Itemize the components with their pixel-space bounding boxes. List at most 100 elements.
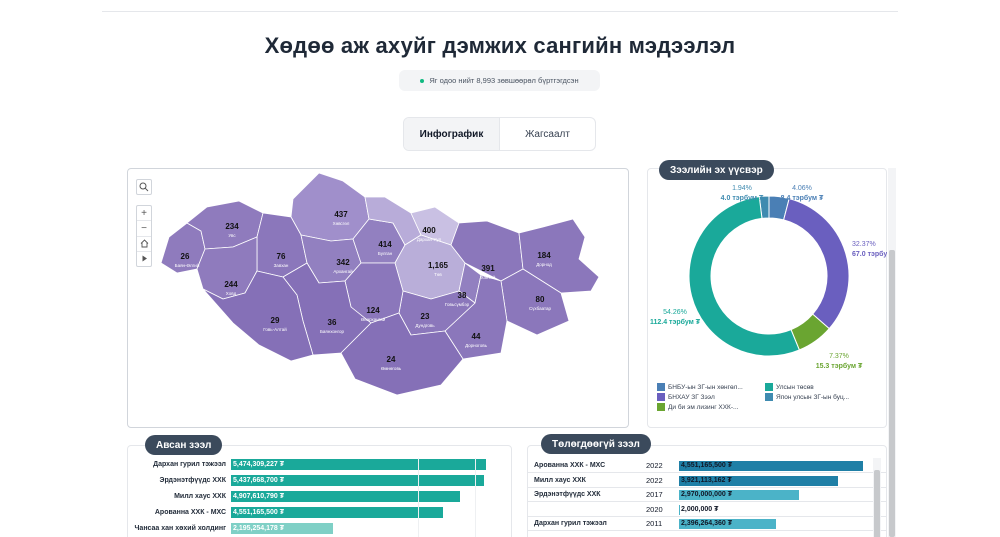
map-region-omnogovi[interactable] [340, 312, 464, 396]
map-name-dornogovi: Дорноговь [465, 343, 488, 348]
unpaid-amount: 4,551,165,500 ₮ [681, 462, 732, 469]
loan-row[interactable]: Эрдэнэтфүүдс ХХК 5,437,668,700 ₮ [128, 474, 511, 487]
grid-line [418, 458, 419, 537]
map-count-arkhangai: 342 [336, 258, 350, 267]
legend-label: Япон улсын ЗГ-ын буц... [776, 393, 850, 401]
map-region-govi-altai[interactable] [202, 270, 314, 362]
unpaid-loans-title: Төлөгдөөгүй зээл [541, 434, 651, 454]
loan-source-legend: БНБУ-ын ЗГ-ын хөнгөл... Улсын төсөв БНХА… [657, 383, 872, 411]
legend-label: БНХАУ ЗГ Зээл [668, 393, 715, 401]
loan-company-name: Арованна ХХК - МХС [154, 509, 226, 516]
unpaid-company-name: Милл хаус ХХК [534, 476, 586, 484]
zoom-out-button[interactable]: − [137, 221, 151, 237]
map-search-button[interactable] [136, 179, 152, 195]
loans-taken-title: Авсан зээл [145, 435, 223, 455]
map-name-sukhbaatar: Сүхбаатар [529, 306, 552, 311]
loan-bar[interactable] [231, 475, 485, 486]
map-name-bayan-olgii: Баян-Өлгий [175, 262, 200, 268]
map-name-dundgovi: Дундговь [415, 323, 435, 328]
legend-swatch [657, 403, 665, 411]
map-name-bulgan: Булган [378, 251, 393, 256]
loan-row[interactable]: Чансаа хан хөхий холдинг 2,195,254,178 ₮ [128, 522, 511, 535]
legend-item[interactable]: Ди би эм лизинг ХХК-... [657, 403, 765, 411]
loan-company-name: Дархан гурил тэжээл [153, 461, 226, 468]
map-count-omnogovi: 24 [387, 355, 396, 364]
legend-item[interactable]: БНБУ-ын ЗГ-ын хөнгөл... [657, 383, 765, 391]
tab-infographic[interactable]: Инфографик [404, 118, 500, 150]
play-button[interactable] [137, 252, 151, 266]
unpaid-company-name: Дархан гурил тэжээл [534, 520, 607, 527]
donut-slice[interactable] [783, 197, 850, 330]
loan-bar[interactable] [231, 459, 486, 470]
donut-amount-label: 67.0 тэрбум ₮ [852, 250, 887, 258]
map-name-khovd: Ховд [226, 291, 237, 296]
unpaid-amount: 3,921,113,162 ₮ [681, 476, 732, 484]
loan-row[interactable]: Арованна ХХК - МХС 4,551,165,500 ₮ [128, 506, 511, 519]
unpaid-bar[interactable] [679, 461, 863, 471]
home-button[interactable] [137, 237, 151, 252]
loan-company-name: Эрдэнэтфүүдс ХХК [159, 477, 226, 484]
donut-percent-label: 54.26% [663, 309, 687, 316]
map-region-khovsgol[interactable] [290, 172, 370, 242]
unpaid-row[interactable]: Арованна ХХК - МХС 2022 4,551,165,500 ₮ [528, 459, 886, 473]
map-name-darkhan: Дархан-Уул [417, 237, 442, 242]
loan-amount: 4,907,610,790 ₮ [233, 493, 284, 500]
status-badge: Яг одоо нийт 8,993 зөвшөөрөл бүртгэгдсэн [399, 70, 600, 91]
legend-swatch [657, 393, 665, 401]
play-icon [142, 255, 147, 262]
legend-item[interactable]: БНХАУ ЗГ Зээл [657, 393, 765, 401]
source-scrollbar-thumb[interactable] [889, 250, 895, 537]
map-name-khovsgol: Хөвсгөл [333, 221, 350, 226]
map-count-darkhan: 400 [422, 226, 436, 235]
donut-amount-label: 15.3 тэрбум ₮ [816, 362, 863, 370]
loan-bar[interactable] [231, 523, 334, 534]
loan-row[interactable]: Дархан гурил тэжээл 5,474,309,227 ₮ [128, 458, 511, 471]
donut-percent-label: 32.37% [852, 241, 876, 248]
unpaid-amount: 2,000,000 ₮ [681, 505, 719, 513]
unpaid-row[interactable]: Дархан гурил тэжээл 2011 2,396,264,360 ₮ [528, 517, 886, 531]
map-count-khentii: 391 [481, 264, 495, 273]
loan-amount: 5,474,309,227 ₮ [233, 461, 284, 468]
map-count-bulgan: 414 [378, 240, 392, 249]
loan-amount: 2,195,254,178 ₮ [233, 525, 284, 532]
map-name-govisumber: Говьсүмбэр [445, 302, 470, 307]
unpaid-bar[interactable] [679, 490, 800, 500]
minus-icon: − [141, 222, 147, 234]
donut-amount-label: 112.4 тэрбум ₮ [650, 318, 701, 326]
map-count-zavkhan: 76 [277, 252, 286, 261]
legend-item[interactable]: Япон улсын ЗГ-ын буц... [765, 393, 872, 401]
unpaid-row[interactable]: Эрдэнэтфүүдс ХХК 2017 2,970,000,000 ₮ [528, 488, 886, 502]
unpaid-year: 2022 [646, 461, 663, 470]
loan-row[interactable]: Милл хаус ХХК 4,907,610,790 ₮ [128, 490, 511, 503]
loan-source-title: Зээлийн эх үүсвэр [659, 160, 774, 180]
unpaid-row[interactable]: 2020 2,000,000 ₮ [528, 503, 886, 517]
map-count-bayan-olgii: 26 [181, 252, 190, 261]
donut-slice[interactable] [688, 196, 801, 357]
unpaid-company-name: Эрдэнэтфүүдс ХХК [534, 491, 601, 498]
loan-bar[interactable] [231, 507, 443, 518]
donut-percent-label: 4.06% [792, 185, 812, 192]
status-text: Яг одоо нийт 8,993 зөвшөөрөл бүртгэгдсэн [429, 76, 579, 85]
map-count-govisumber: 38 [458, 291, 467, 300]
loan-bar[interactable] [231, 491, 460, 502]
search-icon [139, 182, 149, 192]
map-name-khentii: Хэнтий [481, 274, 496, 280]
view-tabs: Инфографик Жагсаалт [403, 117, 596, 151]
map-count-dundgovi: 23 [421, 312, 430, 321]
tab-list[interactable]: Жагсаалт [525, 128, 570, 140]
unpaid-year: 2022 [646, 475, 663, 485]
unpaid-row[interactable]: Милл хаус ХХК 2022 3,921,113,162 ₮ [528, 474, 886, 488]
unpaid-year: 2011 [646, 519, 663, 528]
map-name-ovorkhangai: Өвөрхангай [361, 316, 386, 322]
unpaid-bar[interactable] [679, 475, 838, 486]
top-divider [102, 11, 898, 12]
zoom-in-button[interactable]: + [137, 206, 151, 222]
map-name-omnogovi: Өмнөговь [381, 366, 402, 371]
map-count-bayankhongor: 36 [328, 318, 337, 327]
map-panel: 437 Хөвсгөл 234 Увс 26 Баян-Өлгий 244 Хо… [127, 168, 629, 428]
unpaid-scrollbar-thumb[interactable] [874, 470, 880, 537]
unpaid-amount: 2,396,264,360 ₮ [681, 520, 732, 527]
legend-item[interactable]: Улсын төсөв [765, 383, 872, 391]
map-zoom-controls: + − [136, 205, 152, 267]
unpaid-bar[interactable] [679, 519, 776, 529]
